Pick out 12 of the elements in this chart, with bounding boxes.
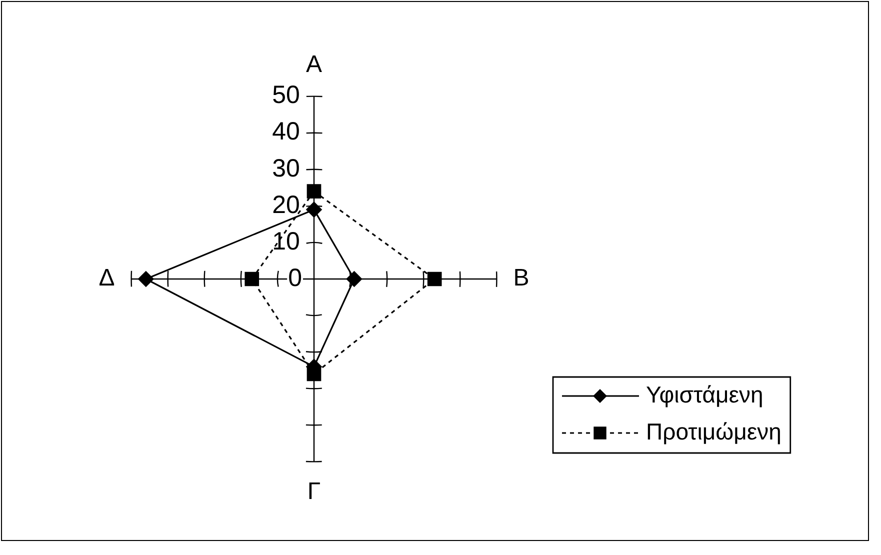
y-tick-label: 40 (272, 118, 300, 146)
y-tick-label: 30 (272, 154, 300, 182)
y-tick-label: 0 (288, 264, 302, 292)
spoke-label: A (306, 51, 322, 78)
spoke-label: B (513, 264, 530, 292)
legend-label: Υφιστάμενη (646, 381, 764, 408)
legend-label: Προτιμώμενη (646, 418, 782, 444)
y-tick-label: 50 (272, 81, 300, 110)
y-tick-label: 20 (272, 190, 300, 219)
spoke-label: Γ (307, 478, 321, 506)
y-tick-label: 10 (272, 227, 300, 256)
spoke-label: Δ (98, 264, 115, 292)
